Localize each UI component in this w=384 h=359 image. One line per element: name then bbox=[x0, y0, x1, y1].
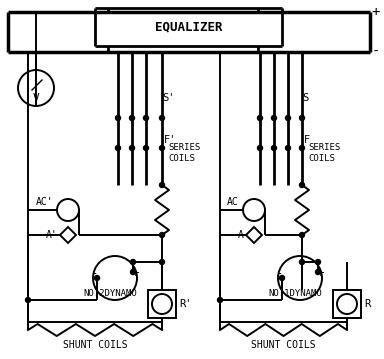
Circle shape bbox=[285, 116, 291, 121]
Text: AC: AC bbox=[227, 197, 239, 207]
Circle shape bbox=[271, 116, 276, 121]
Circle shape bbox=[300, 145, 305, 150]
Text: SHUNT COILS: SHUNT COILS bbox=[63, 340, 127, 350]
Text: R': R' bbox=[179, 299, 192, 309]
Text: F': F' bbox=[164, 135, 177, 145]
Circle shape bbox=[116, 116, 121, 121]
Circle shape bbox=[316, 270, 321, 275]
Circle shape bbox=[300, 116, 305, 121]
Circle shape bbox=[159, 233, 164, 238]
Circle shape bbox=[258, 145, 263, 150]
Text: -: - bbox=[276, 267, 284, 280]
Text: SERIES
COILS: SERIES COILS bbox=[168, 143, 200, 163]
Circle shape bbox=[116, 145, 121, 150]
Text: SERIES
COILS: SERIES COILS bbox=[308, 143, 340, 163]
Text: +: + bbox=[131, 267, 139, 280]
Circle shape bbox=[285, 145, 291, 150]
Circle shape bbox=[300, 260, 305, 265]
Circle shape bbox=[131, 270, 136, 275]
Circle shape bbox=[159, 145, 164, 150]
Text: A': A' bbox=[46, 230, 58, 240]
Circle shape bbox=[131, 260, 136, 265]
Circle shape bbox=[217, 298, 222, 303]
Circle shape bbox=[316, 260, 321, 265]
Text: S': S' bbox=[162, 93, 174, 103]
Text: EQUALIZER: EQUALIZER bbox=[155, 20, 222, 33]
Circle shape bbox=[129, 116, 134, 121]
Text: -: - bbox=[372, 45, 380, 59]
Text: -: - bbox=[91, 267, 99, 280]
Circle shape bbox=[300, 182, 305, 187]
Text: A: A bbox=[238, 230, 244, 240]
Circle shape bbox=[280, 275, 285, 280]
Circle shape bbox=[159, 260, 164, 265]
Text: NO.2DYNAMO: NO.2DYNAMO bbox=[83, 289, 137, 298]
Circle shape bbox=[300, 233, 305, 238]
Bar bbox=[148, 290, 176, 318]
Text: R: R bbox=[364, 299, 370, 309]
Text: +: + bbox=[316, 267, 324, 280]
Text: SHUNT COILS: SHUNT COILS bbox=[251, 340, 316, 350]
Bar bbox=[333, 290, 361, 318]
Text: S: S bbox=[302, 93, 308, 103]
Circle shape bbox=[94, 275, 99, 280]
Circle shape bbox=[271, 145, 276, 150]
Circle shape bbox=[258, 116, 263, 121]
Circle shape bbox=[159, 116, 164, 121]
Text: NO.1DYNAMO: NO.1DYNAMO bbox=[268, 289, 322, 298]
Circle shape bbox=[25, 298, 30, 303]
Text: +: + bbox=[372, 5, 380, 19]
Text: V: V bbox=[33, 93, 40, 103]
Text: AC': AC' bbox=[35, 197, 53, 207]
Circle shape bbox=[129, 145, 134, 150]
Circle shape bbox=[144, 145, 149, 150]
Circle shape bbox=[159, 182, 164, 187]
Circle shape bbox=[144, 116, 149, 121]
Text: F: F bbox=[304, 135, 310, 145]
